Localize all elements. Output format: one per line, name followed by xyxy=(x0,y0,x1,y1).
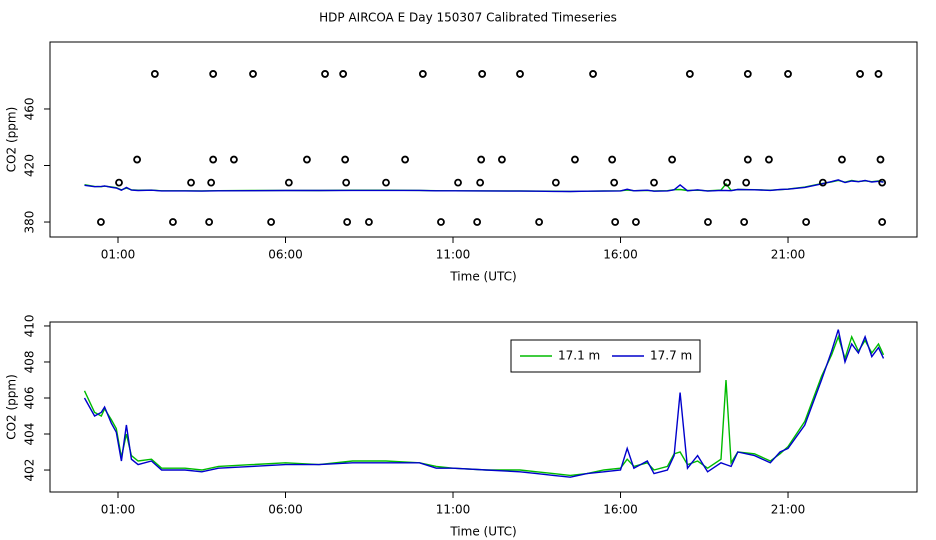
calibration-point xyxy=(303,155,311,164)
calibration-point xyxy=(401,155,410,164)
calibration-point xyxy=(342,178,351,187)
series-line xyxy=(83,329,885,478)
calibration-point xyxy=(437,218,445,226)
calibration-point xyxy=(207,178,216,187)
y-axis-label: CO2 (ppm) xyxy=(5,107,19,173)
legend-label: 17.1 m xyxy=(558,349,600,363)
calibration-point xyxy=(765,155,773,164)
series-line xyxy=(83,334,885,477)
x-tick-label: 06:00 xyxy=(268,503,303,517)
calibration-point xyxy=(209,155,218,164)
calibration-point xyxy=(610,178,619,187)
calibration-point xyxy=(341,155,350,164)
calibration-point xyxy=(878,178,887,187)
calibration-point xyxy=(418,70,427,78)
calibration-point xyxy=(589,70,597,78)
calibration-point xyxy=(571,155,579,164)
calibration-point xyxy=(611,218,620,226)
y-tick-label: 402 xyxy=(23,459,37,482)
calibration-point xyxy=(339,70,348,78)
calibration-point xyxy=(740,218,749,226)
calibration-point xyxy=(284,178,293,187)
y-tick-label: 420 xyxy=(23,154,37,177)
calibration-point xyxy=(477,155,486,164)
y-tick-label: 460 xyxy=(23,98,37,121)
x-tick-label: 11:00 xyxy=(436,503,471,517)
calibration-point xyxy=(321,70,329,78)
calibration-point xyxy=(473,218,482,226)
calibration-point xyxy=(632,218,640,226)
calibration-point xyxy=(476,178,485,187)
legend-label: 17.7 m xyxy=(650,349,692,363)
calibration-point xyxy=(818,178,827,187)
y-tick-label: 404 xyxy=(23,423,37,446)
calibration-point xyxy=(382,178,390,187)
calibration-point xyxy=(668,155,677,164)
x-axis-label: Time (UTC) xyxy=(449,270,516,284)
calibration-point xyxy=(876,155,885,164)
calibration-point xyxy=(742,178,751,187)
calibration-point xyxy=(267,218,276,226)
calibration-point xyxy=(856,70,864,78)
plot-frame xyxy=(49,321,918,493)
calibration-point xyxy=(878,218,887,226)
x-tick-label: 16:00 xyxy=(603,503,638,517)
calibration-point xyxy=(838,155,846,164)
calibration-point xyxy=(205,218,214,226)
calibration-point xyxy=(551,178,560,187)
x-tick-label: 21:00 xyxy=(771,248,806,262)
x-axis-label: Time (UTC) xyxy=(449,525,516,539)
calibration-point xyxy=(874,70,883,78)
x-tick-label: 16:00 xyxy=(603,248,638,262)
calibration-point xyxy=(230,155,238,164)
calibration-point xyxy=(249,70,257,78)
calibration-point xyxy=(169,218,177,226)
calibration-point xyxy=(743,70,752,78)
y-axis-label: CO2 (ppm) xyxy=(5,374,19,440)
x-tick-label: 06:00 xyxy=(268,248,303,262)
y-tick-label: 380 xyxy=(23,211,37,234)
x-tick-label: 21:00 xyxy=(771,503,806,517)
calibration-point xyxy=(516,70,524,78)
calibration-point xyxy=(97,218,105,226)
calibration-point xyxy=(187,178,195,187)
calibration-point xyxy=(685,70,694,78)
calibration-point xyxy=(723,178,731,187)
y-tick-label: 408 xyxy=(23,351,37,374)
calibration-point xyxy=(704,218,712,226)
calibration-point xyxy=(209,70,218,78)
calibration-point xyxy=(743,155,752,164)
calibration-point xyxy=(115,178,123,187)
calibration-point xyxy=(498,155,506,164)
x-tick-label: 11:00 xyxy=(436,248,471,262)
calibration-point xyxy=(454,178,462,187)
series-line xyxy=(84,179,884,193)
calibration-point xyxy=(535,218,544,226)
calibration-point xyxy=(133,155,142,164)
calibration-point xyxy=(784,70,792,78)
plot-frame xyxy=(49,41,918,238)
calibration-point xyxy=(650,178,658,187)
y-tick-label: 406 xyxy=(23,387,37,410)
calibration-point xyxy=(608,155,617,164)
calibration-point xyxy=(343,218,352,226)
calibration-point xyxy=(478,70,487,78)
calibration-point xyxy=(802,218,811,226)
x-tick-label: 01:00 xyxy=(101,503,136,517)
chart-title: HDP AIRCOA E Day 150307 Calibrated Times… xyxy=(319,11,617,25)
x-tick-label: 01:00 xyxy=(101,248,136,262)
calibration-point xyxy=(365,218,373,226)
y-tick-label: 410 xyxy=(23,315,37,338)
calibration-point xyxy=(150,70,159,78)
